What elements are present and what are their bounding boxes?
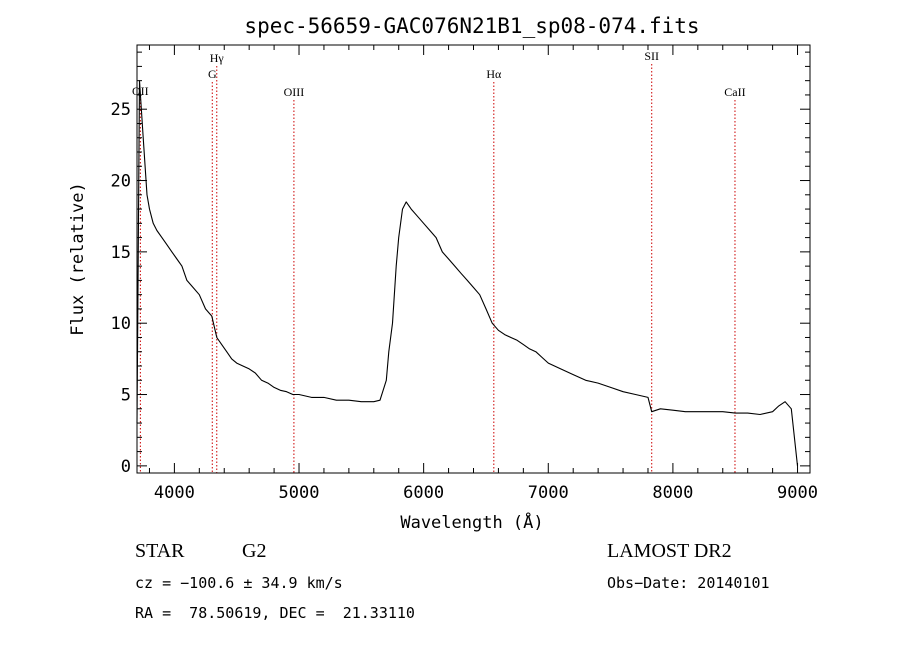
x-tick-label-0: 4000 xyxy=(154,483,195,503)
y-tick-label-4: 20 xyxy=(111,172,131,192)
line-label-1: Hγ xyxy=(210,51,225,65)
x-tick-label-3: 7000 xyxy=(528,483,569,503)
y-tick-label-3: 15 xyxy=(111,243,131,263)
spectrum-line xyxy=(136,80,799,466)
observation-date: Obs−Date: 20140101 xyxy=(607,574,770,592)
y-tick-label-2: 10 xyxy=(111,314,131,334)
data-release: LAMOST DR2 xyxy=(607,540,732,562)
chart-title: spec-56659-GAC076N21B1_sp08-074.fits xyxy=(244,14,699,38)
x-tick-label-1: 5000 xyxy=(279,483,320,503)
line-label-2: G xyxy=(208,67,217,81)
object-subclass: G2 xyxy=(242,540,267,562)
line-label-6: CaII xyxy=(724,85,745,99)
y-tick-label-5: 25 xyxy=(111,100,131,120)
y-tick-label-0: 0 xyxy=(121,457,131,477)
line-label-3: OIII xyxy=(284,85,305,99)
axes: 4000 5000 6000 7000 8000 9000 0 5 10 15 20 25 xyxy=(111,45,818,503)
line-label-5: SII xyxy=(644,49,659,63)
ra-dec-coordinates: RA = 78.50619, DEC = 21.33110 xyxy=(135,604,415,622)
redshift-velocity: cz = −100.6 ± 34.9 km/s xyxy=(135,574,343,592)
plot-frame xyxy=(136,44,811,474)
y-tick-label-1: 5 xyxy=(121,386,131,406)
line-label-4: Hα xyxy=(486,67,502,81)
x-tick-label-2: 6000 xyxy=(403,483,444,503)
object-type: STAR xyxy=(135,540,185,562)
x-axis-label: Wavelength (Å) xyxy=(400,511,543,533)
x-tick-label-5: 9000 xyxy=(777,483,818,503)
x-tick-label-4: 8000 xyxy=(652,483,693,503)
y-axis-label: Flux (relative) xyxy=(68,182,88,336)
